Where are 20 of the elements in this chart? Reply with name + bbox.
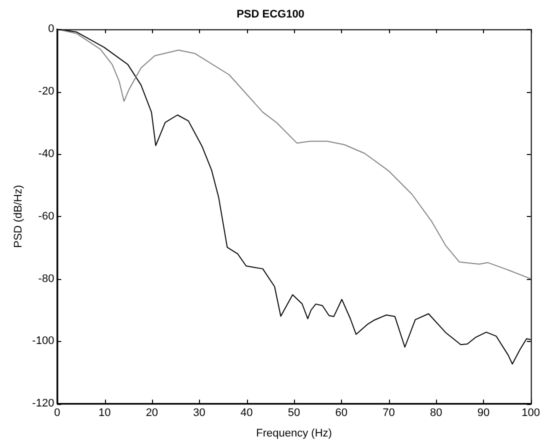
x-tick-label: 100 (522, 407, 540, 420)
y-tick-label: -40 (38, 148, 54, 160)
chart-title: PSD ECG100 (236, 8, 304, 21)
x-tick-label: 70 (382, 407, 395, 420)
x-axis-title: Frequency (Hz) (256, 427, 332, 440)
y-tick-label: -80 (38, 272, 54, 285)
x-tick-label: 20 (146, 407, 158, 420)
x-tick-label: 10 (98, 407, 111, 420)
y-tick-label: -20 (38, 86, 54, 98)
y-tick-label: -60 (38, 210, 54, 222)
x-tick-label: 40 (240, 407, 253, 420)
y-axis-title: PSD (dB/Hz) (12, 184, 25, 248)
y-tick-label: -120 (32, 398, 54, 410)
x-tick-label: 30 (193, 407, 206, 420)
x-tick-label: 60 (335, 407, 348, 420)
y-tick-label: -100 (32, 335, 54, 348)
y-tick-label: 0 (48, 23, 54, 36)
x-tick-label: 90 (477, 407, 490, 420)
x-tick-label: 80 (430, 407, 442, 420)
x-tick-label: 50 (288, 407, 300, 420)
